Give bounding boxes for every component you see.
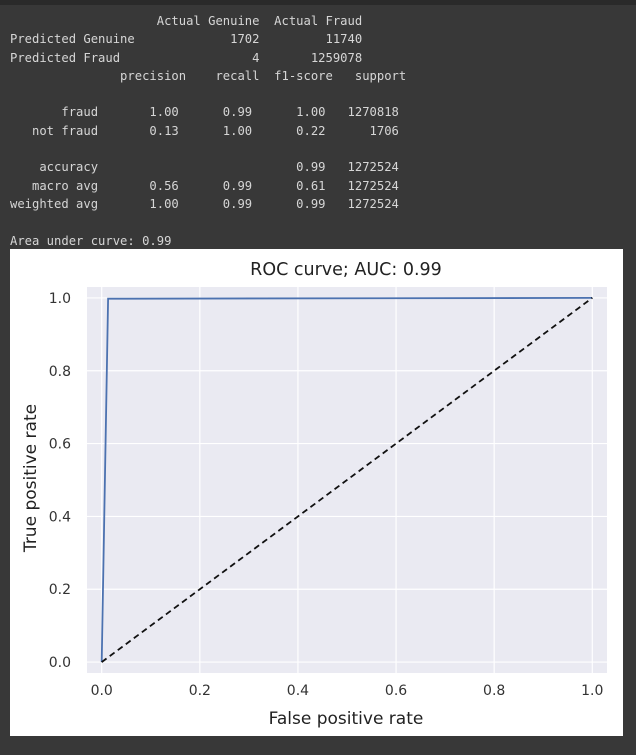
x-tick-label: 0.8	[483, 683, 505, 699]
top-border	[0, 0, 636, 5]
y-tick-label: 0.6	[49, 437, 71, 453]
x-tick-label: 0.0	[91, 683, 113, 699]
y-tick-label: 0.2	[49, 582, 71, 598]
x-axis-label: False positive rate	[269, 709, 424, 729]
chart-title: ROC curve; AUC: 0.99	[250, 260, 442, 280]
y-axis-label: True positive rate	[21, 404, 41, 553]
y-tick-label: 0.0	[49, 655, 71, 671]
x-tick-label: 0.4	[287, 683, 309, 699]
roc-curve-line	[100, 297, 593, 663]
y-tick-label: 1.0	[49, 291, 71, 307]
y-tick-label: 0.4	[49, 509, 71, 525]
x-tick-label: 1.0	[581, 683, 603, 699]
roc-chart: 0.0 0.2 0.4 0.6 0.8 1.0 0.0 0.2 0.4 0.6 0.8 1.0 ROC…	[21, 260, 607, 729]
console-text: Actual Genuine Actual Fraud Predicted Ge…	[10, 14, 407, 248]
series-layer	[100, 297, 593, 663]
x-tick-label: 0.6	[385, 683, 407, 699]
tick-labels: 0.0 0.2 0.4 0.6 0.8 1.0 0.0 0.2 0.4 0.6 0.8 1.0	[49, 291, 604, 699]
y-tick-label: 0.8	[49, 364, 71, 380]
roc-figure: 0.0 0.2 0.4 0.6 0.8 1.0 0.0 0.2 0.4 0.6 0.8 1.0 ROC…	[10, 249, 623, 736]
chance-diagonal-line	[101, 297, 593, 663]
x-tick-label: 0.2	[189, 683, 211, 699]
